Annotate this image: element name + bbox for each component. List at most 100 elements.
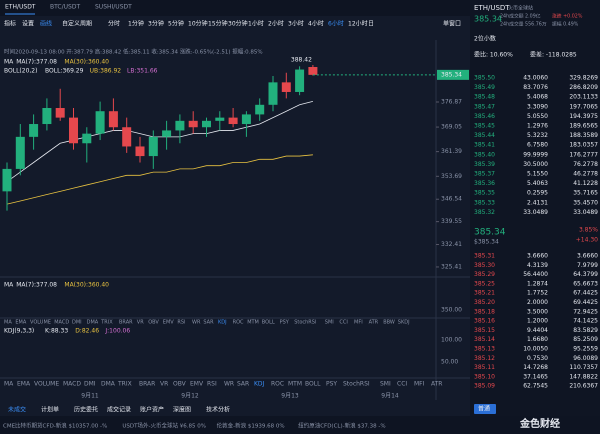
pair-tab[interactable]: ETH/USDT bbox=[5, 4, 36, 11]
indicator-tab[interactable]: KDJ bbox=[218, 320, 227, 326]
order-asks-cell: 0.2595 bbox=[527, 190, 548, 197]
last-price-box bbox=[437, 69, 469, 80]
period-button[interactable]: 5分钟 bbox=[168, 20, 184, 28]
indicator-tab[interactable]: DMA bbox=[87, 320, 99, 326]
indicator-tab[interactable]: DMI bbox=[72, 320, 82, 326]
period-button[interactable]: 30分钟 bbox=[228, 20, 248, 28]
indicator-tab[interactable]: WR bbox=[224, 381, 234, 388]
indicator-tab[interactable]: SMI bbox=[380, 381, 391, 388]
indicator-tab[interactable]: OBV bbox=[173, 381, 187, 388]
indicator-tab[interactable]: BOLL bbox=[305, 381, 321, 388]
indicator-tab[interactable]: MFI bbox=[354, 320, 363, 326]
indicator-tab[interactable]: VR bbox=[160, 381, 168, 388]
indicator-tab[interactable]: DMI bbox=[84, 381, 96, 388]
bottom-tab[interactable]: 深度图 bbox=[173, 406, 191, 414]
period-button[interactable]: 12小时 bbox=[348, 20, 368, 28]
indicator-tab[interactable]: OBV bbox=[148, 320, 159, 326]
period-button[interactable]: 3分钟 bbox=[148, 20, 164, 28]
period-button[interactable]: 6小时 bbox=[328, 20, 344, 28]
indicator-tab[interactable]: MTM bbox=[288, 381, 302, 388]
indicator-tab[interactable]: PSY bbox=[326, 381, 337, 388]
toolbar-button[interactable]: 指标 bbox=[4, 20, 16, 28]
indicator-tab[interactable]: VOLUME bbox=[30, 320, 51, 326]
toolbar-button[interactable]: 画线 bbox=[40, 20, 52, 28]
period-button[interactable]: 15分钟 bbox=[208, 20, 228, 28]
pair-tab[interactable]: BTC/USDT bbox=[50, 4, 80, 11]
indicator-tab[interactable]: SMI bbox=[325, 320, 334, 326]
indicator-tab[interactable]: PSY bbox=[280, 320, 290, 326]
indicator-tab[interactable]: EMV bbox=[190, 381, 204, 388]
indicator-tab[interactable]: MTM bbox=[247, 320, 259, 326]
logo: 金色财经 bbox=[519, 417, 560, 430]
x-label: 9月12 bbox=[181, 393, 199, 400]
indicator-tab[interactable]: SAR bbox=[203, 320, 214, 326]
indicator-tab[interactable]: ATR bbox=[431, 381, 442, 388]
order-bids-cell: 385.10 bbox=[474, 373, 495, 380]
indicator-tab[interactable]: BRAR bbox=[119, 320, 133, 326]
period-button[interactable]: 2小时 bbox=[268, 20, 284, 28]
right-stat: 涨跌 +0.02% bbox=[552, 13, 583, 20]
indicator-tab[interactable]: VOLUME bbox=[34, 381, 59, 388]
indicator-tab[interactable]: MFI bbox=[414, 381, 425, 388]
indicator-tab[interactable]: ROC bbox=[271, 381, 284, 388]
indicator-tab[interactable]: MA bbox=[4, 381, 14, 388]
order-button[interactable]: 普通 bbox=[478, 405, 490, 413]
indicator-tab[interactable]: EMA bbox=[15, 320, 26, 326]
indicator-tab[interactable]: MACD bbox=[63, 381, 81, 388]
indicator-tab[interactable]: WR bbox=[192, 320, 201, 326]
bottom-tab[interactable]: 未成交 bbox=[8, 406, 26, 414]
indicator-tab[interactable]: KDJ bbox=[254, 381, 265, 388]
indicator-tab[interactable]: ROC bbox=[233, 320, 244, 326]
pair-tab[interactable]: SUSHI/USDT bbox=[95, 4, 132, 11]
bottom-tab[interactable]: 技术分析 bbox=[206, 406, 230, 414]
indicator-tab[interactable]: VR bbox=[137, 320, 144, 326]
indicator-tab[interactable]: StochRSI bbox=[294, 320, 316, 326]
period-button[interactable]: 4小时 bbox=[308, 20, 324, 28]
indicator-tab[interactable]: DMA bbox=[101, 381, 116, 388]
indicator-tab[interactable]: CCI bbox=[339, 320, 347, 326]
indicator-tab[interactable]: BBW bbox=[383, 320, 395, 326]
indicator-tab[interactable]: EMA bbox=[17, 381, 31, 388]
ma-legend: MA(7):377.08 bbox=[16, 59, 57, 66]
indicator-tab[interactable]: ATR bbox=[369, 320, 379, 326]
order-bids-cell: 95.2559 bbox=[573, 346, 598, 353]
candle-body bbox=[228, 117, 238, 125]
order-bids-cell: 64.3799 bbox=[573, 271, 598, 278]
indicator-tab[interactable]: EMV bbox=[163, 320, 174, 326]
period-button[interactable]: 3小时 bbox=[288, 20, 304, 28]
bottom-tab[interactable]: 成交记录 bbox=[107, 406, 131, 414]
order-bids-cell: 0.7530 bbox=[527, 355, 548, 362]
indicator-tab[interactable]: MA bbox=[4, 320, 12, 326]
indicator-tab[interactable]: CCI bbox=[397, 381, 407, 388]
indicator-tab[interactable]: RSI bbox=[177, 320, 185, 326]
order-asks-cell: 5.4068 bbox=[527, 94, 548, 101]
indicator-tab[interactable]: StochRSI bbox=[343, 381, 370, 388]
candle-body bbox=[95, 111, 105, 134]
bottom-tab[interactable]: 账户资产 bbox=[140, 406, 164, 414]
period-button[interactable]: 1分钟 bbox=[128, 20, 144, 28]
period-button[interactable]: 1小时 bbox=[248, 20, 264, 28]
indicator-tab[interactable]: BOLL bbox=[262, 320, 275, 326]
candle-body bbox=[135, 146, 145, 157]
toolbar-button[interactable]: 设置 bbox=[22, 20, 34, 28]
period-button[interactable]: 日 bbox=[368, 21, 374, 28]
bottom-tab[interactable]: 历史委托 bbox=[74, 406, 98, 414]
indicator-tab[interactable]: SAR bbox=[237, 381, 249, 388]
order-asks-cell: 3.3090 bbox=[527, 103, 548, 110]
indicator-tab[interactable]: MACD bbox=[54, 320, 69, 326]
indicator-tab[interactable]: BRAR bbox=[139, 381, 155, 388]
indicator-tab[interactable]: TRIX bbox=[100, 320, 113, 326]
indicator-tab[interactable]: TRIX bbox=[117, 381, 132, 388]
candle-body bbox=[122, 127, 132, 147]
bottom-tab[interactable]: 计划单 bbox=[41, 406, 59, 414]
order-bids-cell: 385.18 bbox=[474, 308, 495, 315]
window-mode[interactable]: 单窗口 bbox=[443, 20, 461, 28]
indicator-tab[interactable]: SKDJ bbox=[398, 320, 410, 326]
period-label[interactable]: 自定义周期 bbox=[62, 20, 92, 28]
decimals[interactable]: 2位小数 bbox=[474, 35, 496, 43]
indicator-tab[interactable]: RSI bbox=[207, 381, 217, 388]
button-bg[interactable] bbox=[474, 404, 496, 414]
period-button[interactable]: 分时 bbox=[108, 20, 120, 28]
order-asks-cell: 35.4570 bbox=[573, 199, 598, 206]
period-button[interactable]: 10分钟 bbox=[188, 20, 208, 28]
